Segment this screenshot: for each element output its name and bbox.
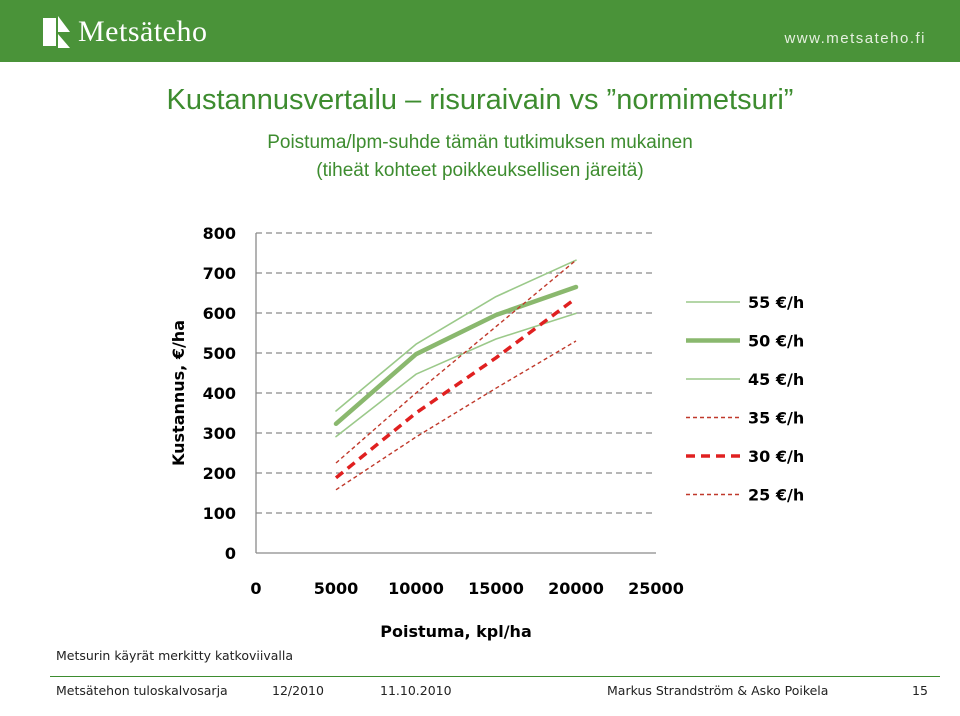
chart-note: Metsurin käyrät merkitty katkoviivalla xyxy=(56,648,293,663)
tree-logo-icon xyxy=(43,16,70,48)
y-tick-label-800: 800 xyxy=(203,224,236,243)
legend-label-5: 25 €/h xyxy=(748,486,804,505)
legend-label-2: 45 €/h xyxy=(748,370,804,389)
y-tick-label-0: 0 xyxy=(225,544,236,563)
x-tick-label-15000: 15000 xyxy=(468,579,524,598)
logo-text: Metsäteho xyxy=(78,15,208,48)
series-line-5 xyxy=(335,340,577,491)
y-tick-label-500: 500 xyxy=(203,344,236,363)
series-line-3 xyxy=(335,259,577,464)
footer-period: 12/2010 xyxy=(272,683,324,698)
legend-label-0: 55 €/h xyxy=(748,293,804,312)
y-tick-label-300: 300 xyxy=(203,424,236,443)
logo[interactable]: Metsäteho xyxy=(40,12,207,52)
y-tick-label-100: 100 xyxy=(203,504,236,523)
y-tick-label-400: 400 xyxy=(203,384,236,403)
slide-subtitle-line2: (tiheät kohteet poikkeuksellisen järeitä… xyxy=(316,160,644,181)
y-tick-label-700: 700 xyxy=(203,264,236,283)
legend-label-1: 50 €/h xyxy=(748,332,804,351)
slide-subtitle-line1: Poistuma/lpm-suhde tämän tutkimuksen muk… xyxy=(267,132,693,153)
series-line-2 xyxy=(335,312,577,438)
x-axis-label: Poistuma, kpl/ha xyxy=(380,622,532,641)
series-line-1 xyxy=(333,284,579,427)
header-bar: Metsäteho www.metsateho.fi xyxy=(0,0,960,62)
x-tick-label-0: 0 xyxy=(250,579,261,598)
footer-authors: Markus Strandström & Asko Poikela xyxy=(607,683,829,698)
x-tick-label-5000: 5000 xyxy=(314,579,359,598)
series-line-4 xyxy=(334,296,578,480)
y-axis-label: Kustannus, €/ha xyxy=(169,320,188,466)
legend-label-4: 30 €/h xyxy=(748,447,804,466)
footer-series-name: Metsätehon tuloskalvosarja xyxy=(56,683,228,698)
series-line-0 xyxy=(335,259,577,412)
site-url[interactable]: www.metsateho.fi xyxy=(784,30,926,47)
footer-date: 11.10.2010 xyxy=(380,683,452,698)
slide-title: Kustannusvertailu – risuraivain vs ”norm… xyxy=(166,84,794,116)
x-tick-label-10000: 10000 xyxy=(388,579,444,598)
legend-label-3: 35 €/h xyxy=(748,409,804,428)
footer-divider xyxy=(50,676,940,677)
y-tick-label-600: 600 xyxy=(203,304,236,323)
footer-page-number: 15 xyxy=(912,683,928,698)
x-tick-label-25000: 25000 xyxy=(628,579,684,598)
y-tick-label-200: 200 xyxy=(203,464,236,483)
x-tick-label-20000: 20000 xyxy=(548,579,604,598)
